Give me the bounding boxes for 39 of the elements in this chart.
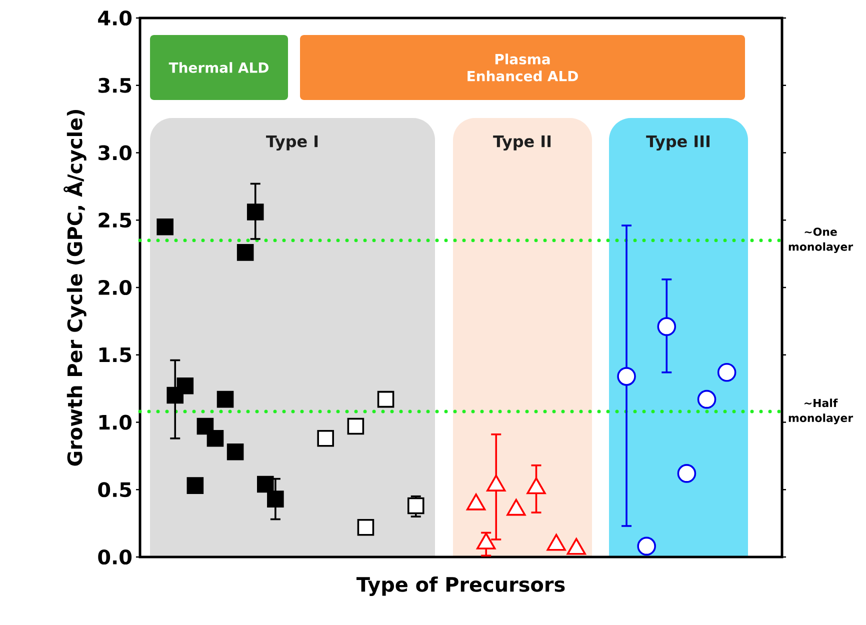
y-tick-label: 2.5 (98, 212, 132, 228)
point (256, 476, 274, 493)
point (156, 218, 174, 236)
point (407, 497, 424, 514)
point (226, 443, 244, 460)
ref-line-label: ~One monolayer (788, 228, 854, 254)
point (206, 430, 224, 447)
point (677, 464, 696, 483)
annotation: Type III (646, 135, 710, 151)
annotation: Type I (266, 135, 318, 151)
point (617, 367, 636, 386)
annotation: Thermal ALD (168, 62, 268, 73)
y-tick-label: 0.0 (98, 549, 132, 565)
point (186, 477, 204, 494)
point (347, 418, 364, 435)
point (216, 390, 234, 408)
y-tick-label: 1.5 (99, 347, 132, 362)
annotation: Type II (493, 135, 551, 151)
point (357, 518, 374, 536)
point (377, 390, 394, 408)
point (246, 204, 264, 220)
point (236, 244, 254, 261)
y-tick-label: 2.0 (98, 280, 132, 296)
y-axis-title: Growth Per Cycle (GPC, Å/cycle) (64, 110, 86, 466)
point (657, 317, 676, 336)
y-tick-label: 1.0 (99, 414, 132, 430)
point (317, 430, 334, 447)
ref-line-label: ~Half monolayer (788, 398, 854, 424)
y-tick-label: 0.5 (98, 482, 132, 498)
y-tick-label: 3.5 (98, 78, 132, 93)
y-tick-label: 3.0 (98, 145, 132, 160)
point (267, 490, 284, 508)
point (176, 377, 194, 394)
annotation: Plasma Enhanced ALD (468, 54, 578, 82)
y-tick-label: 4.0 (98, 10, 132, 26)
x-axis-title: Type of Precursors (356, 576, 565, 596)
point (637, 536, 656, 556)
point (697, 390, 716, 409)
point (717, 362, 736, 382)
